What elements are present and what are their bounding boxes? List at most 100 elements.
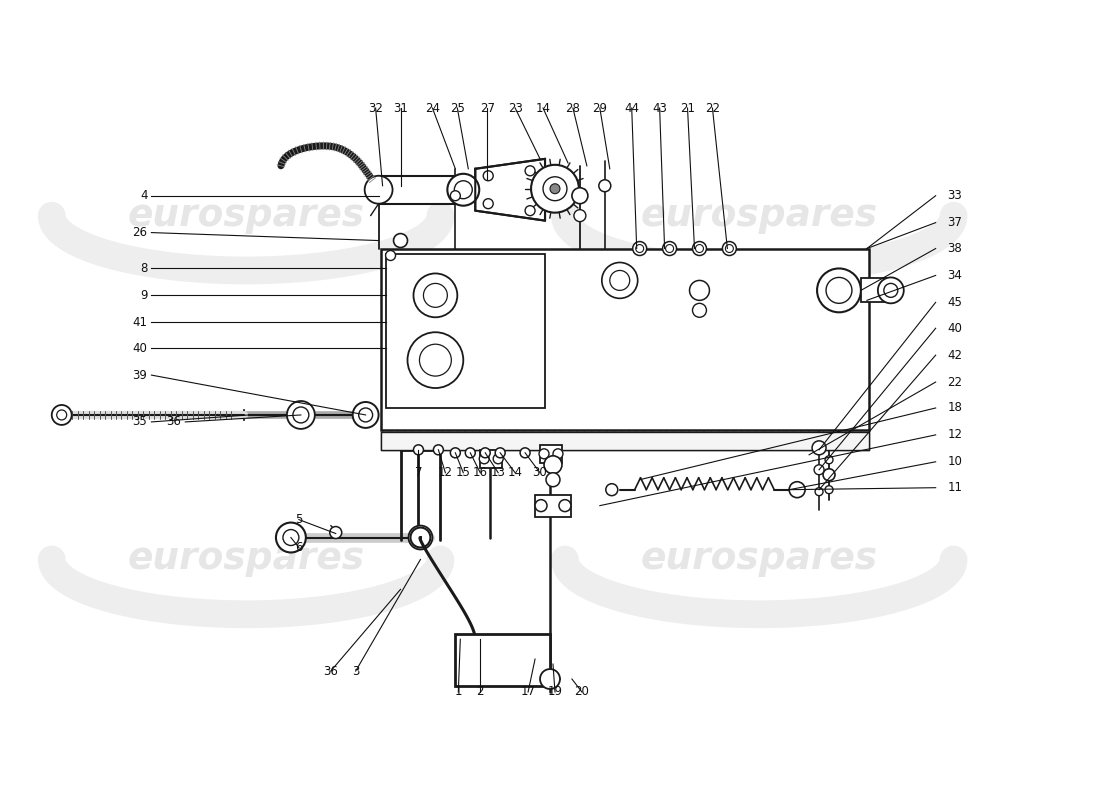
Text: 42: 42 bbox=[947, 349, 962, 362]
Circle shape bbox=[550, 184, 560, 194]
Text: 17: 17 bbox=[520, 686, 536, 698]
Circle shape bbox=[481, 448, 491, 458]
Circle shape bbox=[632, 242, 647, 255]
Text: 29: 29 bbox=[592, 102, 607, 114]
Circle shape bbox=[693, 242, 706, 255]
Circle shape bbox=[598, 180, 611, 192]
Circle shape bbox=[695, 245, 704, 253]
Circle shape bbox=[495, 448, 505, 458]
Bar bbox=[378, 176, 463, 204]
Circle shape bbox=[531, 165, 579, 213]
Text: 11: 11 bbox=[947, 481, 962, 494]
Text: 2: 2 bbox=[476, 686, 484, 698]
Circle shape bbox=[666, 245, 673, 253]
Circle shape bbox=[825, 456, 833, 464]
Circle shape bbox=[371, 181, 381, 190]
Bar bbox=[381, 432, 869, 450]
Circle shape bbox=[330, 526, 342, 538]
Circle shape bbox=[293, 407, 309, 423]
Text: 7: 7 bbox=[415, 466, 422, 479]
Circle shape bbox=[493, 454, 503, 464]
Text: 12: 12 bbox=[438, 466, 453, 479]
Text: 24: 24 bbox=[425, 102, 440, 114]
Circle shape bbox=[414, 445, 424, 455]
Circle shape bbox=[690, 281, 710, 300]
Circle shape bbox=[823, 469, 835, 481]
Text: 10: 10 bbox=[947, 455, 962, 468]
Circle shape bbox=[283, 530, 299, 546]
Text: 8: 8 bbox=[140, 262, 147, 275]
Text: 6: 6 bbox=[295, 541, 302, 554]
Circle shape bbox=[454, 181, 472, 198]
Circle shape bbox=[483, 198, 493, 209]
Circle shape bbox=[57, 410, 67, 420]
Text: 28: 28 bbox=[565, 102, 581, 114]
Text: 20: 20 bbox=[574, 686, 590, 698]
Circle shape bbox=[539, 449, 549, 458]
Circle shape bbox=[386, 250, 396, 261]
Circle shape bbox=[450, 190, 460, 201]
Circle shape bbox=[553, 449, 563, 458]
Circle shape bbox=[540, 669, 560, 689]
Circle shape bbox=[602, 262, 638, 298]
Circle shape bbox=[359, 408, 373, 422]
Bar bbox=[381, 249, 869, 430]
Circle shape bbox=[394, 234, 407, 247]
Circle shape bbox=[525, 206, 535, 216]
Circle shape bbox=[883, 283, 898, 298]
Bar bbox=[386, 254, 544, 408]
Text: eurospares: eurospares bbox=[128, 198, 364, 234]
Circle shape bbox=[433, 445, 443, 455]
Text: eurospares: eurospares bbox=[128, 542, 364, 578]
Text: 26: 26 bbox=[132, 226, 147, 239]
Text: 38: 38 bbox=[947, 242, 962, 255]
Circle shape bbox=[414, 274, 458, 318]
Text: eurospares: eurospares bbox=[640, 198, 878, 234]
Text: 12: 12 bbox=[947, 428, 962, 442]
Circle shape bbox=[544, 456, 562, 474]
Circle shape bbox=[812, 441, 826, 455]
Text: 40: 40 bbox=[132, 342, 147, 354]
Text: 44: 44 bbox=[624, 102, 639, 114]
Text: 40: 40 bbox=[947, 322, 962, 334]
Circle shape bbox=[814, 465, 824, 474]
Circle shape bbox=[546, 473, 560, 486]
Circle shape bbox=[535, 500, 547, 512]
Text: 14: 14 bbox=[507, 466, 522, 479]
Circle shape bbox=[520, 448, 530, 458]
Circle shape bbox=[815, 488, 823, 496]
Circle shape bbox=[543, 177, 566, 201]
Bar bbox=[481, 450, 503, 468]
Circle shape bbox=[572, 188, 587, 204]
Text: 5: 5 bbox=[295, 513, 302, 526]
Text: 31: 31 bbox=[393, 102, 408, 114]
Circle shape bbox=[450, 448, 460, 458]
Text: 14: 14 bbox=[536, 102, 550, 114]
Text: 1: 1 bbox=[454, 686, 462, 698]
Text: 39: 39 bbox=[132, 369, 147, 382]
Text: 37: 37 bbox=[947, 216, 962, 229]
Circle shape bbox=[662, 242, 676, 255]
Circle shape bbox=[817, 269, 861, 312]
Bar bbox=[861, 278, 891, 302]
Text: 15: 15 bbox=[455, 466, 471, 479]
Circle shape bbox=[448, 174, 480, 206]
Text: 36: 36 bbox=[166, 415, 182, 429]
Circle shape bbox=[825, 486, 833, 494]
Circle shape bbox=[419, 344, 451, 376]
Text: 43: 43 bbox=[652, 102, 667, 114]
Text: eurospares: eurospares bbox=[640, 542, 878, 578]
Text: 41: 41 bbox=[132, 316, 147, 329]
Text: 30: 30 bbox=[532, 466, 548, 479]
Circle shape bbox=[789, 482, 805, 498]
Text: 32: 32 bbox=[368, 102, 383, 114]
Circle shape bbox=[559, 500, 571, 512]
Text: 18: 18 bbox=[947, 402, 962, 414]
Bar bbox=[535, 494, 571, 517]
Text: 21: 21 bbox=[680, 102, 695, 114]
Circle shape bbox=[287, 401, 315, 429]
Circle shape bbox=[364, 176, 393, 204]
Text: 25: 25 bbox=[450, 102, 465, 114]
Text: 9: 9 bbox=[140, 289, 147, 302]
Circle shape bbox=[636, 245, 644, 253]
